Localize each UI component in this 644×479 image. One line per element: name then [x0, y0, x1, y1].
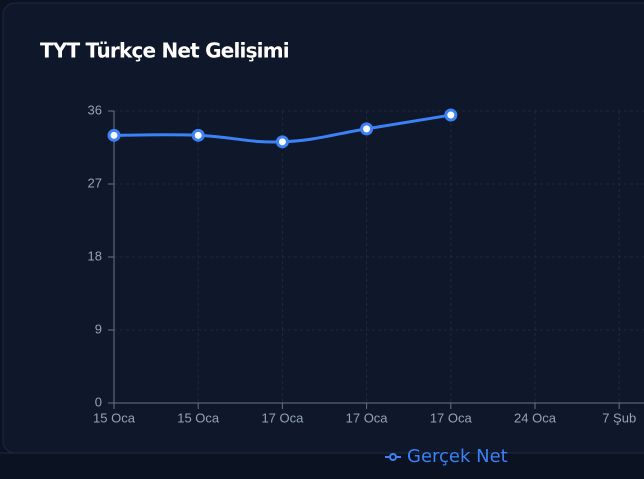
data-point — [360, 122, 374, 136]
legend-icon-dot — [389, 453, 397, 461]
data-point — [107, 128, 121, 142]
x-tick-label: 15 Oca — [177, 410, 220, 425]
x-tick-label: 15 Oca — [93, 410, 136, 425]
x-tick-label: 7 Şub — [602, 410, 636, 425]
data-point — [191, 128, 205, 142]
y-tick-label: 18 — [88, 248, 102, 263]
y-tick-label: 27 — [88, 175, 102, 190]
y-tick-label: 0 — [95, 394, 102, 409]
x-tick-label: 17 Oca — [261, 410, 304, 425]
x-tick-label: 17 Oca — [346, 410, 389, 425]
chart-title: TYT Türkçe Net Gelişimi — [40, 39, 289, 63]
y-tick-label: 9 — [95, 321, 102, 336]
x-tick-label: 17 Oca — [430, 410, 473, 425]
data-point — [444, 108, 458, 122]
legend-label: Gerçek Net — [407, 446, 508, 467]
data-point — [275, 135, 289, 149]
card — [2, 2, 644, 454]
x-tick-label: 24 Oca — [514, 410, 557, 425]
y-tick-label: 36 — [88, 102, 102, 117]
